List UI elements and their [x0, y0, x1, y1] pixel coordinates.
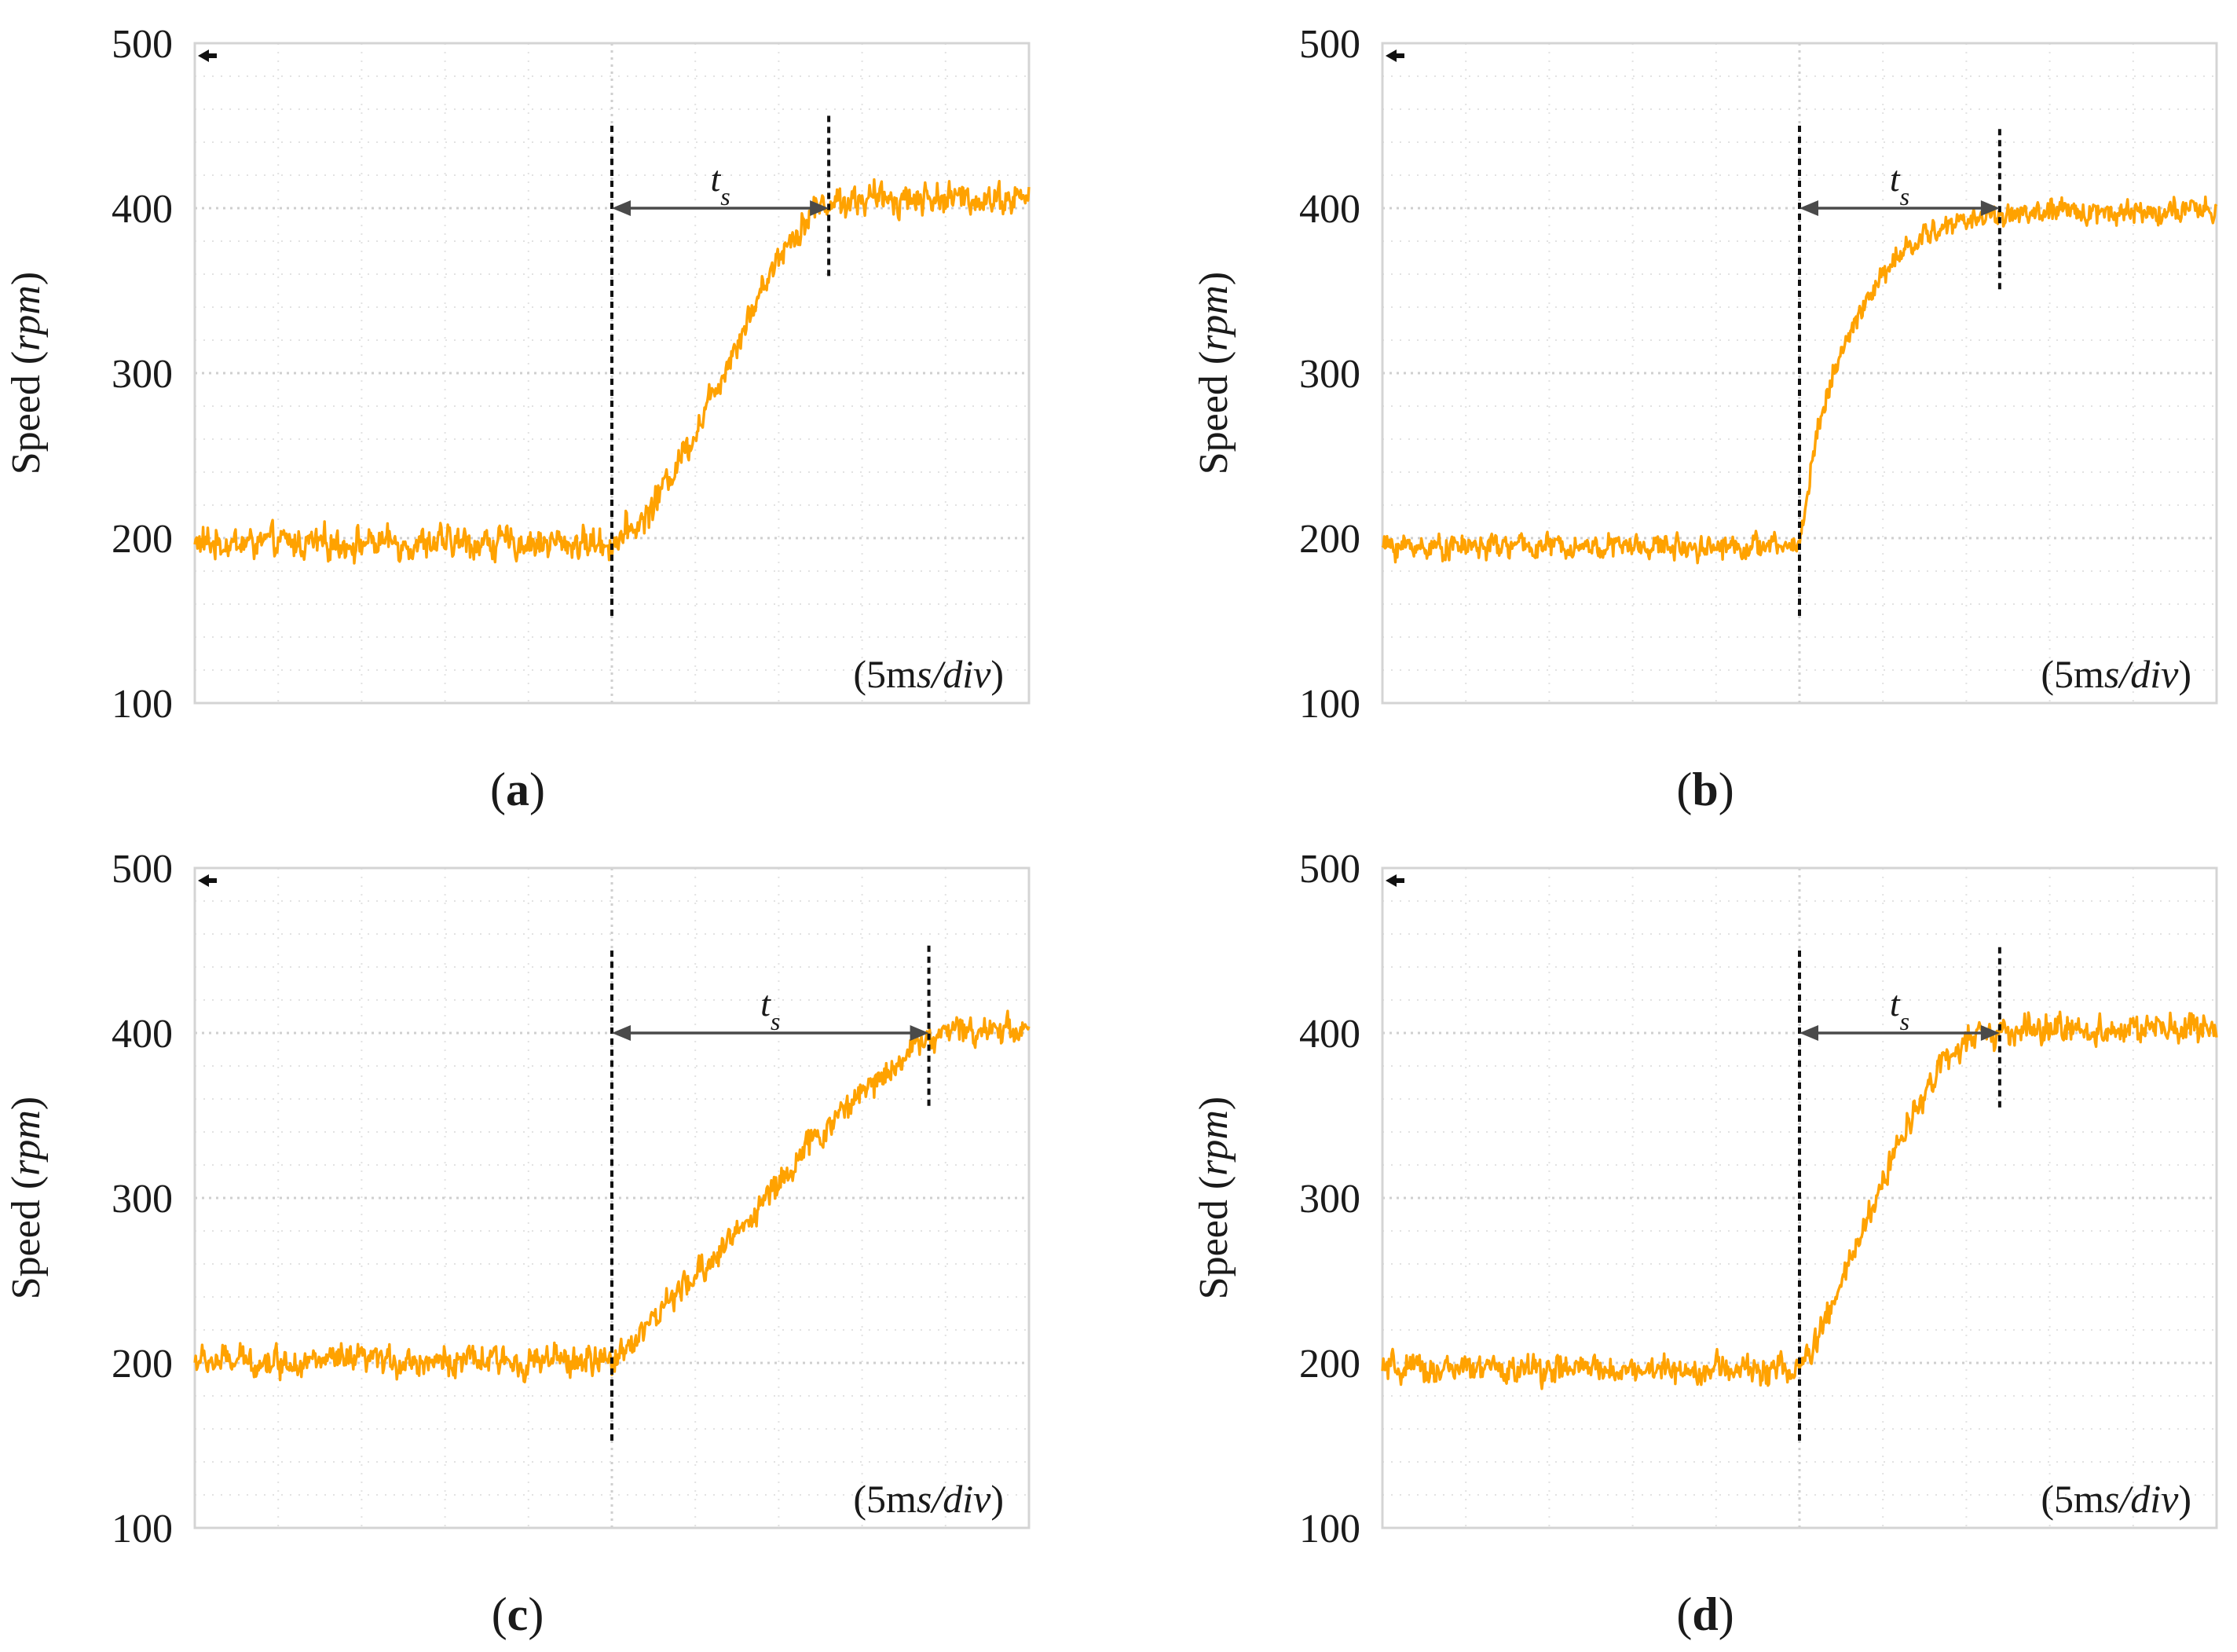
panel-caption: (b): [1676, 764, 1734, 815]
plot-frame: [193, 866, 1031, 1529]
panel-a: 500 400 300 200 100 Speed (rpm) ts (5ms/…: [4, 22, 1031, 727]
y-tick-label: 500: [1299, 847, 1360, 892]
arrowhead-left: [612, 1025, 631, 1041]
plot-frame: [193, 42, 1031, 705]
y-tick-label: 300: [112, 1177, 173, 1222]
y-tick-label: 400: [112, 187, 173, 232]
panel-d: 500 400 300 200 100 Speed (rpm) ts (5ms/…: [1192, 847, 2218, 1551]
y-ticks: 500 400 300 200 100: [1299, 22, 1360, 727]
panel-caption: (c): [492, 1588, 544, 1640]
y-tick-label: 400: [1299, 187, 1360, 232]
y-ticks: 500 400 300 200 100: [1299, 847, 1360, 1551]
settling-time-label: ts: [710, 159, 730, 211]
panel-caption: (d): [1676, 1588, 1734, 1640]
y-tick-label: 500: [112, 847, 173, 892]
ground-marker-arrow: [1386, 49, 1404, 62]
ground-marker-arrow: [198, 874, 217, 887]
settling-time-annotation: ts: [1799, 159, 2000, 216]
y-tick-label: 300: [1299, 352, 1360, 397]
arrowhead-left: [1799, 200, 1818, 216]
settling-time-annotation: ts: [612, 159, 829, 216]
y-axis-title: Speed (rpm): [1192, 272, 1236, 475]
y-tick-label: 500: [1299, 22, 1360, 67]
y-ticks: 500 400 300 200 100: [112, 22, 173, 727]
time-division-note: (5ms/div): [2041, 652, 2191, 696]
arrowhead-left: [612, 200, 631, 216]
y-axis-title: Speed (rpm): [1192, 1097, 1236, 1300]
time-division-note: (5ms/div): [853, 652, 1004, 696]
arrowhead-right: [910, 1025, 929, 1041]
settling-time-annotation: ts: [1799, 984, 2000, 1041]
time-division-note: (5ms/div): [2041, 1477, 2191, 1521]
y-axis-title: Speed (rpm): [4, 1097, 49, 1300]
y-tick-label: 200: [1299, 517, 1360, 562]
ground-marker-arrow: [1386, 874, 1404, 887]
y-tick-label: 100: [112, 1507, 173, 1551]
y-tick-label: 400: [112, 1012, 173, 1057]
y-tick-label: 200: [1299, 1342, 1360, 1386]
y-tick-label: 200: [112, 1342, 173, 1386]
ground-marker-arrow: [198, 49, 217, 62]
settling-time-label: ts: [1890, 984, 1909, 1035]
plot-frame: [1381, 42, 2218, 705]
arrowhead-right: [1980, 200, 2000, 216]
y-tick-label: 100: [1299, 682, 1360, 727]
settling-time-annotation: ts: [612, 984, 929, 1041]
y-ticks: 500 400 300 200 100: [112, 847, 173, 1551]
y-tick-label: 500: [112, 22, 173, 67]
arrowhead-left: [1799, 1025, 1818, 1041]
panel-c: 500 400 300 200 100 Speed (rpm) ts (5ms/…: [4, 847, 1031, 1551]
settling-time-label: ts: [760, 984, 780, 1035]
grid: [195, 868, 1029, 1528]
y-tick-label: 100: [112, 682, 173, 727]
y-tick-label: 400: [1299, 1012, 1360, 1057]
grid: [1382, 868, 2217, 1528]
y-tick-label: 300: [1299, 1177, 1360, 1222]
settling-time-label: ts: [1890, 159, 1909, 211]
y-tick-label: 300: [112, 352, 173, 397]
y-tick-label: 200: [112, 517, 173, 562]
y-axis-title: Speed (rpm): [4, 272, 49, 475]
y-tick-label: 100: [1299, 1507, 1360, 1551]
panel-b: 500 400 300 200 100 Speed (rpm) ts (5ms/…: [1192, 22, 2218, 727]
arrowhead-right: [1980, 1025, 2000, 1041]
arrowhead-right: [810, 200, 829, 216]
time-division-note: (5ms/div): [853, 1477, 1004, 1521]
plot-frame: [1381, 866, 2218, 1529]
panel-caption: (a): [490, 764, 545, 815]
